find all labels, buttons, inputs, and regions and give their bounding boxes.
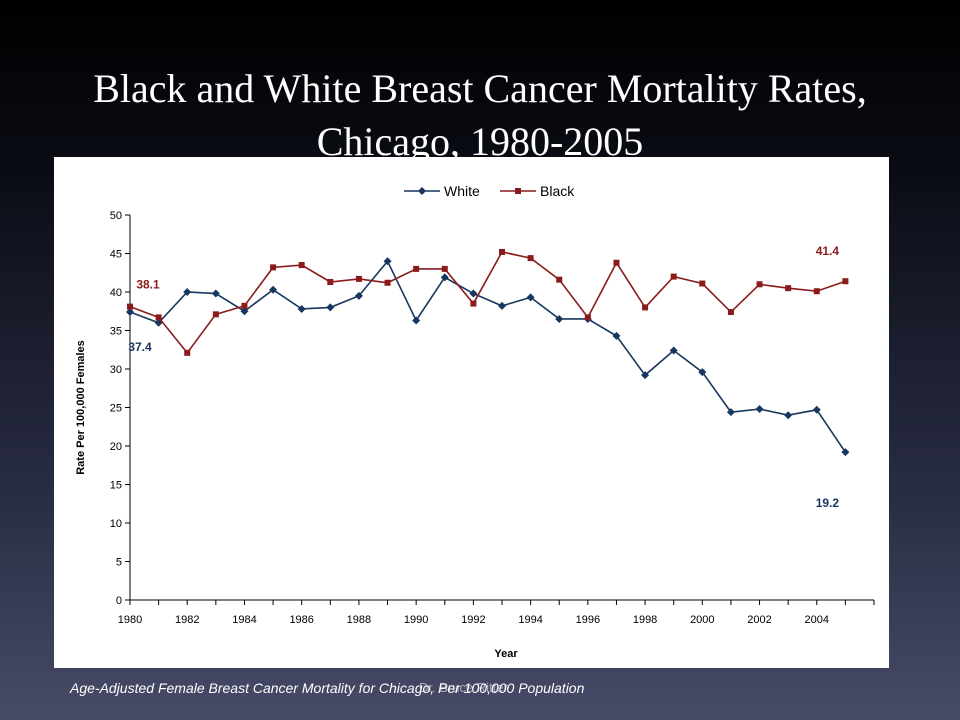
x-tick-label: 1996 xyxy=(576,614,600,626)
title-line-1: Black and White Breast Cancer Mortality … xyxy=(93,66,867,111)
y-tick-label: 15 xyxy=(110,480,122,492)
chart-caption: Age-Adjusted Female Breast Cancer Mortal… xyxy=(70,680,585,696)
data-point-black xyxy=(441,265,448,272)
data-point-white xyxy=(126,308,134,317)
chart-axes: 0 5 10 15 20 25 30 35 40 45 50 1980 1982 1984 1986 1988… xyxy=(75,210,875,660)
data-point-black xyxy=(155,314,162,321)
data-point-white xyxy=(612,331,621,340)
y-tick-label: 35 xyxy=(110,326,122,338)
data-point-white xyxy=(726,408,735,417)
x-tick-label: 2004 xyxy=(805,614,829,626)
y-axis-title: Rate Per 100,000 Females xyxy=(75,340,87,475)
x-tick-label: 1984 xyxy=(232,614,256,626)
data-point-black xyxy=(212,311,219,318)
x-tick-label: 1994 xyxy=(518,614,542,626)
data-point-white xyxy=(812,405,821,414)
data-point-white xyxy=(297,304,306,313)
data-point-white xyxy=(641,371,650,380)
data-label-white: 37.4 xyxy=(128,340,152,354)
data-point-white xyxy=(412,316,421,325)
data-point-black xyxy=(470,300,477,307)
x-tick-label: 1986 xyxy=(289,614,313,626)
x-tick-label: 1982 xyxy=(175,614,199,626)
data-point-black xyxy=(842,278,849,285)
slide-title: Black and White Breast Cancer Mortality … xyxy=(20,62,940,168)
data-point-white xyxy=(183,288,192,296)
data-point-black xyxy=(127,303,133,310)
data-point-white xyxy=(440,273,449,282)
data-point-white xyxy=(784,411,793,420)
chart-panel: 0 5 10 15 20 25 30 35 40 45 50 1980 1982 1984 1986 1988… xyxy=(54,157,889,668)
series-line-black xyxy=(129,251,846,355)
data-point-white xyxy=(383,257,392,266)
data-label-white: 19.2 xyxy=(816,496,840,510)
series-line-white xyxy=(129,259,847,453)
data-point-white xyxy=(240,307,249,316)
y-tick-label: 5 xyxy=(116,557,122,569)
y-tick-label: 30 xyxy=(110,364,122,376)
y-tick-label: 20 xyxy=(110,441,122,453)
data-point-black xyxy=(642,304,649,311)
x-tick-label: 2000 xyxy=(690,614,714,626)
data-point-black xyxy=(270,264,277,271)
data-point-white xyxy=(555,314,564,323)
y-tick-label: 10 xyxy=(110,518,122,530)
title-line-2: Chicago, 1980-2005 xyxy=(316,119,644,164)
data-point-black xyxy=(699,280,706,287)
data-label-black: 41.4 xyxy=(816,244,840,258)
y-tick-label: 25 xyxy=(110,403,122,415)
data-point-white xyxy=(354,291,363,300)
labels-layer: 37.4 19.2 38.1 41.4 xyxy=(128,244,839,510)
x-tick-label: 1992 xyxy=(461,614,485,626)
overlay-text: Dr. Bruce Ritter xyxy=(419,680,508,695)
y-tick-label: 40 xyxy=(110,287,122,299)
chart-legend: White Black xyxy=(404,183,575,199)
data-point-white xyxy=(326,303,335,312)
data-label-black: 38.1 xyxy=(136,278,160,292)
data-point-black xyxy=(584,314,591,321)
data-point-black xyxy=(413,265,420,272)
data-point-white xyxy=(669,346,678,355)
legend-label-black: Black xyxy=(540,183,575,199)
line-chart: 0 5 10 15 20 25 30 35 40 45 50 1980 1982 1984 1986 1988… xyxy=(75,183,875,660)
data-point-black xyxy=(813,288,820,295)
data-point-black xyxy=(756,281,763,288)
data-point-black xyxy=(785,285,792,292)
data-point-white xyxy=(211,289,220,298)
legend-label-white: White xyxy=(444,183,480,199)
x-tick-label: 1988 xyxy=(347,614,371,626)
data-point-white xyxy=(269,285,278,294)
data-point-black xyxy=(327,278,334,285)
y-tick-label: 50 xyxy=(110,210,122,222)
data-point-black xyxy=(499,248,505,255)
x-tick-label: 2002 xyxy=(747,614,771,626)
x-axis-title: Year xyxy=(494,648,518,660)
data-point-white xyxy=(154,318,163,327)
y-tick-label: 45 xyxy=(110,249,122,261)
data-point-black xyxy=(613,259,620,266)
legend-marker-black xyxy=(515,188,521,194)
data-point-black xyxy=(241,302,248,309)
data-point-black xyxy=(527,255,534,262)
series-layer xyxy=(126,248,850,457)
data-point-black xyxy=(355,275,362,282)
data-point-black xyxy=(727,309,734,316)
data-point-white xyxy=(698,368,707,377)
y-tick-label: 0 xyxy=(116,595,122,607)
data-point-black xyxy=(384,279,391,286)
x-tick-label: 1998 xyxy=(633,614,657,626)
data-point-white xyxy=(755,405,764,414)
data-point-white xyxy=(841,448,850,457)
data-point-white xyxy=(526,293,535,302)
data-point-white xyxy=(469,289,478,298)
data-point-black xyxy=(556,276,563,283)
data-point-white xyxy=(498,301,506,310)
data-point-black xyxy=(670,273,677,280)
data-point-black xyxy=(298,262,305,269)
legend-marker-white xyxy=(418,187,426,195)
x-tick-label: 1980 xyxy=(118,614,142,626)
x-tick-label: 1990 xyxy=(404,614,428,626)
data-point-black xyxy=(184,349,191,356)
